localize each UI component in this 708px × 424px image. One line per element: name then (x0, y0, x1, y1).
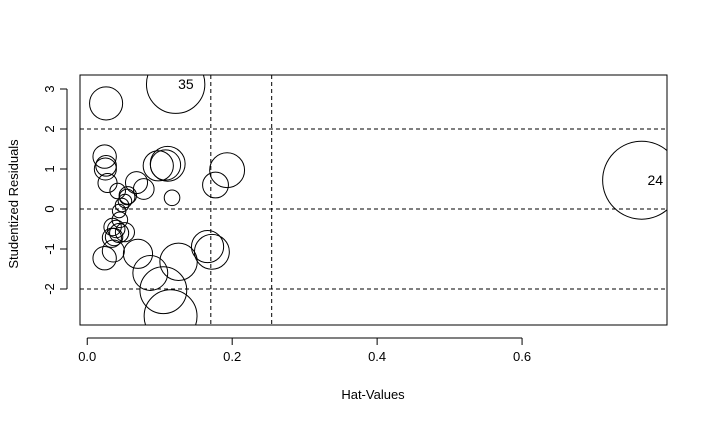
x-tick-label: 0.2 (223, 349, 241, 364)
data-point (109, 182, 126, 200)
data-point (202, 171, 229, 199)
point-label: 24 (647, 172, 663, 188)
x-axis: 0.0 0.2 0.4 0.6 (78, 337, 531, 364)
y-axis: -2 -1 0 1 2 3 (42, 85, 68, 295)
data-point (114, 197, 130, 213)
y-tick-label: 2 (42, 125, 57, 132)
y-tick-label: 1 (42, 165, 57, 172)
data-point (109, 222, 130, 244)
data-point (124, 171, 149, 195)
data-point (209, 152, 246, 189)
data-point (122, 238, 154, 269)
data-point (163, 189, 181, 207)
data-point (92, 144, 117, 169)
point-label: 35 (178, 76, 194, 92)
data-point (104, 227, 124, 247)
x-tick-label: 0.0 (78, 349, 96, 364)
y-tick-label: 0 (42, 205, 57, 212)
data-point (118, 188, 136, 206)
data-point (145, 75, 206, 114)
data-point (142, 150, 174, 182)
x-axis-title: Hat-Values (341, 387, 405, 402)
data-point (132, 255, 169, 291)
data-point (190, 230, 225, 264)
data-point (149, 149, 182, 181)
data-point (107, 219, 126, 239)
data-point (95, 154, 117, 177)
data-point (89, 86, 124, 121)
y-tick-label: -1 (42, 243, 57, 255)
data-point (139, 266, 188, 315)
y-axis-title: Studentized Residuals (6, 139, 21, 269)
plot-frame (79, 74, 668, 326)
x-tick-label: 0.4 (368, 349, 386, 364)
data-point (92, 246, 117, 271)
data-point (114, 222, 135, 243)
y-tick-label: -2 (42, 283, 57, 295)
y-tick-label: 3 (42, 85, 57, 92)
data-points (89, 75, 667, 325)
data-point (159, 242, 198, 282)
data-point (602, 140, 667, 220)
data-point (143, 289, 198, 325)
data-point (117, 193, 133, 209)
data-point (93, 157, 117, 181)
x-tick-label: 0.6 (513, 349, 531, 364)
point-labels: 24 35 (178, 76, 663, 188)
data-point (111, 211, 129, 229)
data-point (193, 233, 230, 270)
